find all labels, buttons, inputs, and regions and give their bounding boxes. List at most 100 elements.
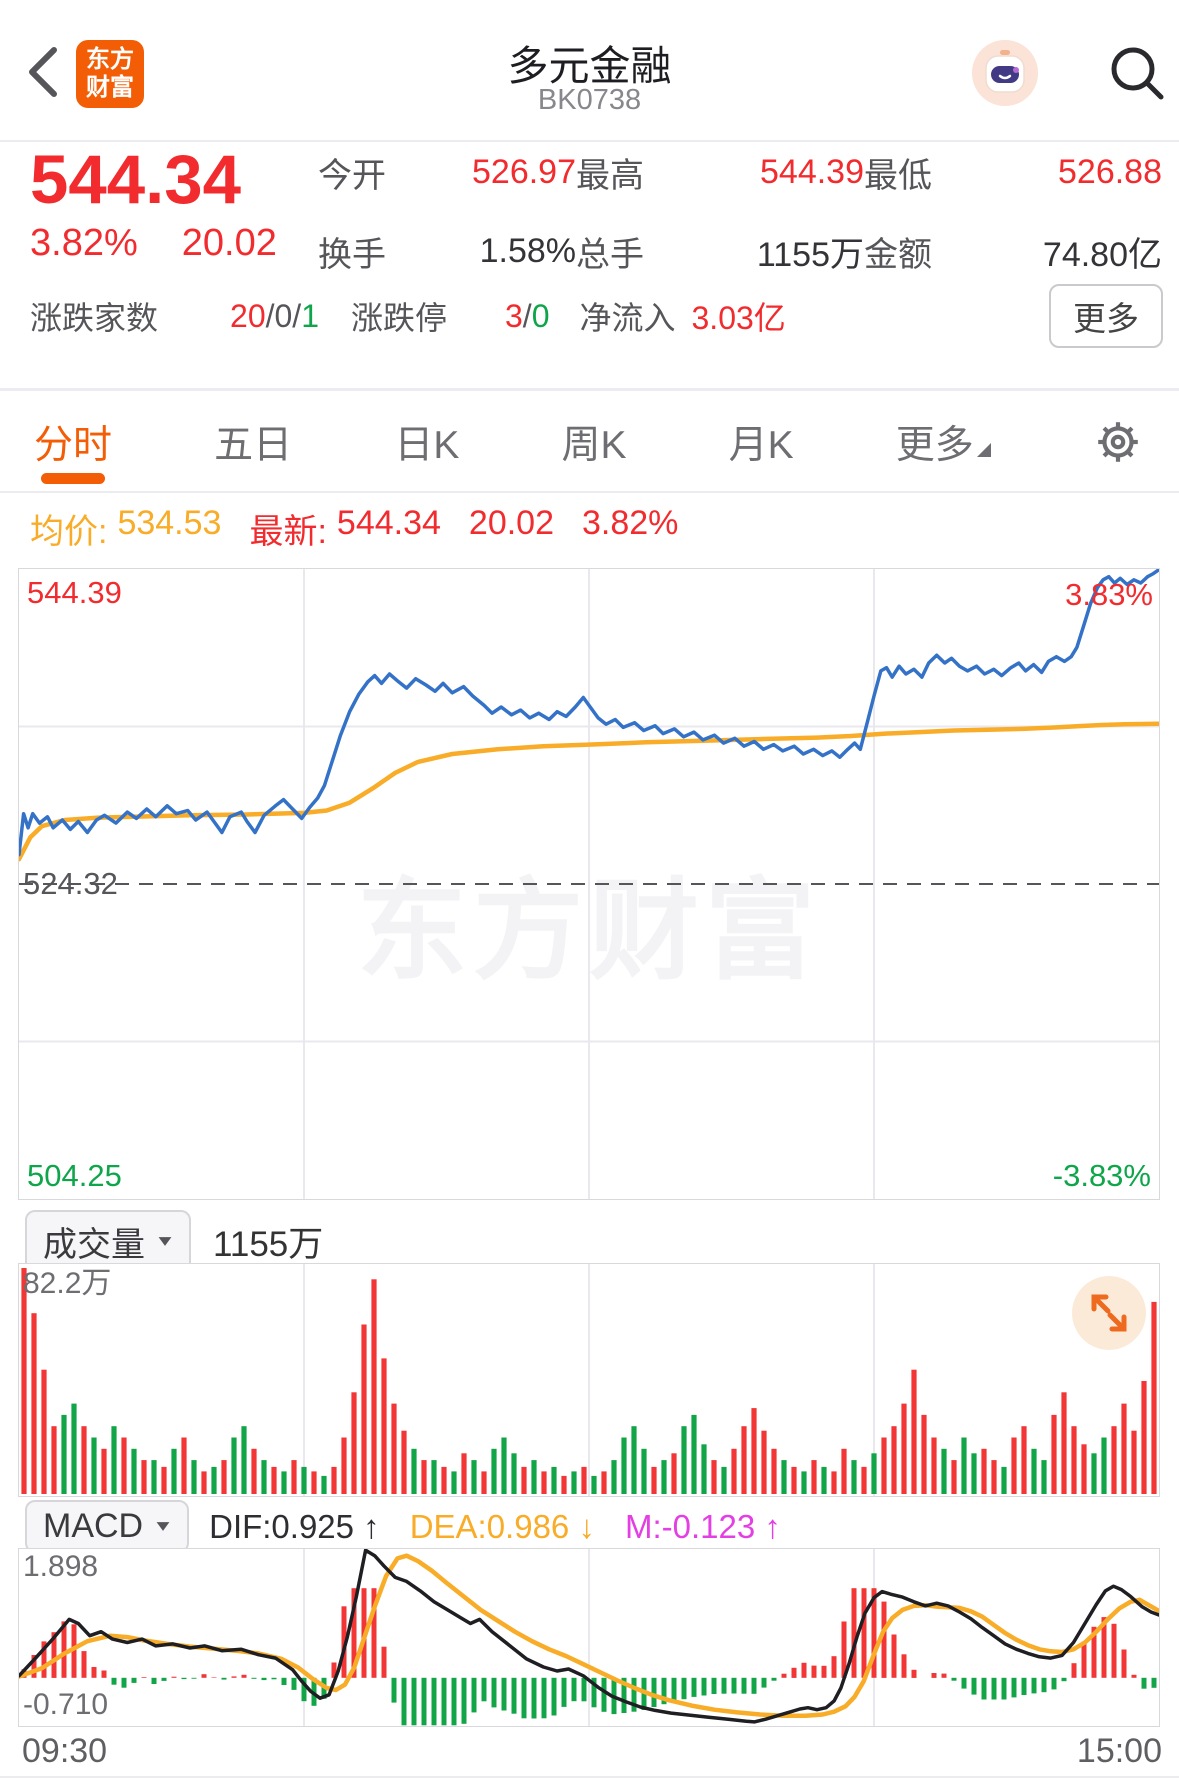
chevron-down-icon (156, 1522, 170, 1531)
watermark: 东方财富 (357, 870, 821, 993)
stat-label: 最低 (864, 157, 932, 195)
divider (0, 1776, 1179, 1778)
pct-low-label: -3.83% (1052, 1158, 1151, 1193)
slash: / (265, 297, 275, 334)
chevron-down-icon (158, 1237, 172, 1246)
tab-label: 周K (561, 423, 627, 467)
tab-monthly-k[interactable]: 月K (729, 392, 794, 491)
expand-chart-button[interactable] (1072, 1276, 1146, 1350)
volume-total: 1155万 (213, 1225, 324, 1264)
avg-value: 534.53 (117, 504, 222, 542)
advancers-label: 涨跌家数 (30, 300, 159, 336)
volume-max-label: 82.2万 (23, 1267, 112, 1300)
chart-legend: 均价: 534.53 最新: 544.34 20.02 3.82% (30, 504, 678, 553)
tab-label: 月K (728, 423, 794, 467)
divider (0, 491, 1179, 493)
avg-price-legend: 均价: 534.53 (30, 504, 221, 553)
chart-settings-button[interactable] (1093, 392, 1143, 491)
tab-label: 五日 (214, 423, 293, 467)
tab-daily-k[interactable]: 日K (394, 392, 459, 491)
dropdown-label: 成交量 (43, 1226, 145, 1264)
last-pct: 3.82% (582, 504, 679, 542)
tab-five-day[interactable]: 五日 (214, 392, 292, 491)
tab-label: 更多 (895, 423, 974, 467)
app-header: 东方 财富 多元金融 BK0738 (0, 0, 1179, 140)
stat-value-amount: 74.80亿 (1042, 236, 1162, 274)
tab-weekly-k[interactable]: 周K (561, 392, 626, 491)
stat-label: 金额 (864, 236, 932, 274)
macd-indicator-dropdown[interactable]: MACD (25, 1500, 190, 1553)
slash: / (292, 297, 302, 334)
search-icon (1111, 47, 1164, 100)
last-price-legend: 最新: 544.34 (249, 504, 440, 553)
volume-indicator-dropdown[interactable]: 成交量 (25, 1210, 191, 1273)
time-end: 15:00 (1076, 1732, 1162, 1770)
last-value: 544.34 (336, 504, 441, 542)
volume-chart-panel[interactable]: 82.2万 (18, 1263, 1160, 1497)
active-tab-underline (41, 473, 105, 484)
y-low-label: 504.25 (27, 1158, 122, 1193)
stat-value-low: 526.88 (1058, 153, 1162, 191)
adv-up: 20 (230, 297, 266, 334)
divider (0, 140, 1179, 142)
change-percent: 3.82% (30, 222, 138, 264)
volume-header: 成交量 1155万 (25, 1210, 323, 1273)
macd-m-value: M:-0.123 ↑ (624, 1507, 781, 1545)
stat-label: 换手 (318, 236, 386, 274)
stat-value-volume: 1155万 (756, 236, 864, 274)
intraday-chart-panel[interactable]: 东方财富 544.39 3.83% 524.32 504.25 -3.83% (18, 568, 1160, 1200)
macd-chart (19, 1549, 1159, 1726)
divider (0, 388, 1179, 391)
stock-code: BK0738 (537, 84, 642, 116)
page-title: 多元金融 (507, 43, 672, 89)
stat-label: 今开 (318, 157, 386, 195)
logo-line2: 财富 (86, 74, 134, 101)
period-tabbar: 分时 五日 日K 周K 月K 更多 (0, 392, 1179, 491)
slash: / (522, 297, 532, 334)
stat-value-high: 544.39 (760, 153, 864, 191)
volume-chart (21, 1264, 1157, 1496)
tab-more[interactable]: 更多 (896, 392, 991, 491)
last-price: 544.34 (30, 141, 242, 218)
limit-label: 涨跌停 (350, 300, 447, 336)
price-chart (19, 569, 1159, 1199)
back-button[interactable] (22, 44, 66, 100)
assistant-avatar[interactable] (972, 40, 1038, 106)
adv-flat: 0 (274, 297, 293, 334)
tab-label: 分时 (34, 423, 113, 467)
search-button[interactable] (1106, 42, 1168, 104)
eastmoney-logo: 东方 财富 (76, 40, 144, 108)
macd-min-label: -0.710 (23, 1688, 109, 1721)
macd-header: MACD DIF:0.925 ↑ DEA:0.986 ↓ M:-0.123 ↑ (25, 1500, 781, 1553)
stat-value-turnover: 1.58% (479, 232, 576, 270)
time-axis: 09:30 15:00 (22, 1732, 1162, 1771)
time-start: 09:30 (22, 1732, 108, 1770)
macd-dif-value: DIF:0.925 ↑ (209, 1507, 380, 1545)
pct-high-label: 3.83% (1065, 577, 1153, 612)
change-absolute: 20.02 (181, 222, 277, 264)
last-label: 最新: (249, 513, 327, 551)
tab-intraday[interactable]: 分时 (34, 392, 112, 491)
stat-label: 总手 (576, 236, 644, 274)
avg-label: 均价: (30, 513, 108, 551)
limit-up: 3 (505, 297, 523, 334)
limit-value: 3/0 (505, 298, 549, 335)
gear-icon (1098, 421, 1138, 462)
advancers-value: 20/0/1 (230, 298, 319, 335)
stat-label: 最高 (576, 157, 644, 195)
tab-label: 日K (394, 423, 460, 467)
macd-dea-value: DEA:0.986 ↓ (409, 1507, 595, 1545)
logo-line1: 东方 (86, 46, 134, 74)
y-high-label: 544.39 (27, 575, 122, 610)
adv-down: 1 (301, 297, 319, 334)
macd-chart-panel[interactable]: 1.898 -0.710 (18, 1548, 1160, 1727)
inflow-value: 3.03亿 (691, 300, 786, 336)
inflow-label: 净流入 (579, 300, 676, 336)
more-button[interactable]: 更多 (1049, 284, 1163, 348)
dropdown-label: MACD (43, 1507, 144, 1545)
macd-max-label: 1.898 (23, 1550, 99, 1583)
quote-breadth-row: 涨跌家数 20/0/1 涨跌停 3/0 净流入 3.03亿 更多 (30, 284, 1163, 348)
corner-triangle-icon (976, 442, 991, 457)
last-change: 20.02 (468, 504, 554, 542)
y-mid-label: 524.32 (23, 866, 118, 901)
